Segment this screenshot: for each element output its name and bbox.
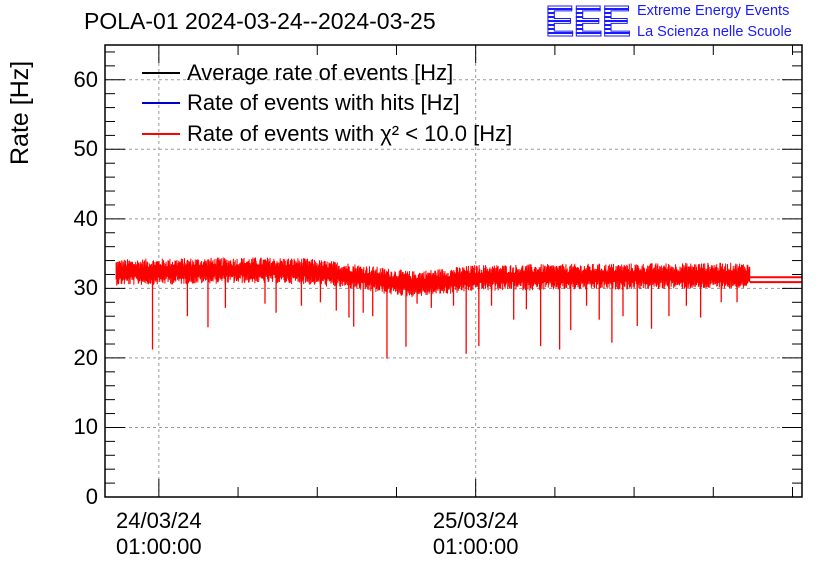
y-tick-label: 10 (73, 414, 98, 440)
series-chi2-trace (115, 257, 751, 298)
y-tick-label: 20 (73, 344, 98, 370)
x-tick-time: 01:00:00 (432, 534, 519, 559)
series-layer (115, 257, 802, 359)
legend-line-average (142, 72, 180, 74)
legend-label-average: Average rate of events [Hz] (187, 60, 454, 85)
x-tick-date: 25/03/24 (432, 508, 519, 533)
x-tick-time: 01:00:00 (116, 534, 202, 559)
legend-line-chi2 (142, 133, 180, 135)
y-tick-label: 0 (85, 484, 98, 509)
y-tick-label: 50 (73, 136, 98, 162)
eee-logo: EEE (544, 0, 631, 46)
y-tick-label: 60 (73, 66, 98, 92)
x-tick-label: 24/03/24 01:00:00 (99, 508, 219, 560)
legend-item-hits: Rate of events with hits [Hz] (142, 89, 460, 117)
x-tick-date: 24/03/24 (116, 508, 202, 533)
logo-line1: Extreme Energy Events (637, 3, 790, 19)
ticks-layer (105, 45, 802, 498)
legend-item-chi2: Rate of events with χ² < 10.0 [Hz] (142, 120, 512, 148)
logo-line2: La Scienza nelle Scuole (637, 24, 792, 40)
plot-frame (104, 44, 803, 498)
y-axis-label: Rate [Hz] (6, 60, 34, 165)
x-tick-label: 25/03/24 01:00:00 (416, 508, 536, 560)
legend-label-chi2: Rate of events with χ² < 10.0 [Hz] (187, 121, 513, 146)
legend-line-hits (142, 102, 180, 104)
legend-item-average: Average rate of events [Hz] (142, 59, 453, 87)
y-tick-label: 30 (73, 275, 98, 301)
chart-title: POLA-01 2024-03-24--2024-03-25 (84, 8, 436, 34)
legend-label-hits: Rate of events with hits [Hz] (187, 90, 460, 115)
y-tick-label: 40 (73, 205, 98, 231)
